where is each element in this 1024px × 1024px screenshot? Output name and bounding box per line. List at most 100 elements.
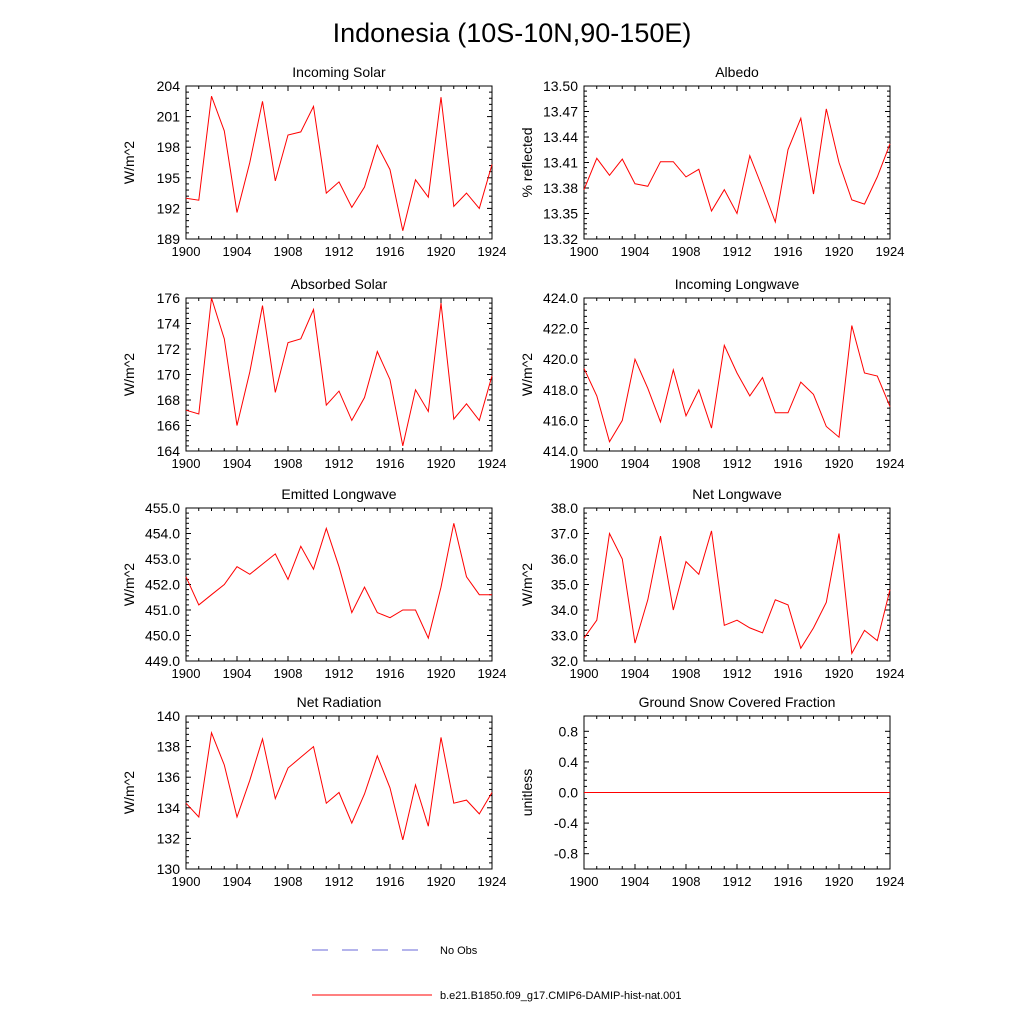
x-tick-label: 1908 — [672, 456, 701, 471]
x-tick-label: 1908 — [274, 666, 303, 681]
y-tick-label: 453.0 — [145, 551, 180, 567]
x-tick-label: 1916 — [376, 874, 405, 889]
x-tick-label: 1924 — [876, 456, 905, 471]
y-tick-label: 201 — [157, 109, 181, 125]
y-axis-label: W/m^2 — [121, 563, 137, 606]
x-tick-label: 1916 — [376, 666, 405, 681]
panel-albedo: Albedo % reflected 1900 1904 1908 1912 1916 192… — [519, 64, 904, 259]
y-tick-label: 414.0 — [543, 443, 578, 459]
y-tick-label: 0.4 — [559, 754, 579, 770]
panel-ground-snow-covered-fraction: Ground Snow Covered Fraction unitless 1900… — [519, 694, 904, 889]
y-tick-label: 198 — [157, 139, 181, 155]
x-tick-label: 1924 — [876, 666, 905, 681]
y-tick-label: 136 — [157, 769, 181, 785]
x-tick-label: 1900 — [172, 874, 201, 889]
series-line — [185, 297, 493, 447]
y-tick-label: 0.8 — [559, 723, 579, 739]
x-tick-label: 1924 — [478, 456, 507, 471]
y-tick-label: 451.0 — [145, 602, 180, 618]
x-tick-label: 1908 — [672, 666, 701, 681]
y-tick-label: 172 — [157, 341, 181, 357]
panel-title: Net Radiation — [297, 694, 382, 710]
y-tick-label: 204 — [157, 78, 181, 94]
panel-title: Absorbed Solar — [291, 276, 388, 292]
x-tick-label: 1916 — [376, 456, 405, 471]
y-tick-label: 13.44 — [543, 129, 578, 145]
y-axis-label: W/m^2 — [519, 353, 535, 396]
panel-title: Incoming Solar — [292, 64, 386, 80]
y-tick-label: 0.0 — [559, 785, 579, 801]
series-line — [583, 325, 891, 444]
y-tick-label: 32.0 — [551, 653, 578, 669]
y-tick-label: 424.0 — [543, 290, 578, 306]
y-tick-label: 13.32 — [543, 231, 578, 247]
x-tick-label: 1900 — [570, 456, 599, 471]
x-tick-label: 1904 — [621, 456, 650, 471]
x-tick-label: 1920 — [825, 874, 854, 889]
x-tick-label: 1920 — [825, 456, 854, 471]
series-line — [185, 730, 493, 841]
y-tick-label: 13.50 — [543, 78, 578, 94]
x-tick-label: 1912 — [723, 456, 752, 471]
x-tick-label: 1920 — [825, 666, 854, 681]
x-tick-label: 1916 — [774, 874, 803, 889]
x-tick-label: 1924 — [876, 874, 905, 889]
x-tick-label: 1920 — [427, 874, 456, 889]
y-tick-label: 450.0 — [145, 628, 180, 644]
series-line — [185, 96, 493, 231]
y-tick-label: 174 — [157, 316, 181, 332]
y-tick-label: 138 — [157, 739, 181, 755]
series-line — [583, 530, 891, 656]
figure-title: Indonesia (10S-10N,90-150E) — [333, 18, 692, 48]
plot-frame — [185, 297, 493, 452]
x-tick-label: 1912 — [325, 244, 354, 259]
x-tick-label: 1916 — [774, 666, 803, 681]
y-axis-label: W/m^2 — [121, 353, 137, 396]
series-line — [185, 523, 492, 640]
x-tick-label: 1904 — [621, 666, 650, 681]
y-tick-label: 170 — [157, 367, 181, 383]
panel-net-longwave: Net Longwave W/m^2 1900 1904 1908 1912 1916 192… — [519, 486, 904, 681]
x-tick-label: 1916 — [774, 244, 803, 259]
y-tick-label: 192 — [157, 200, 181, 216]
y-axis-label: W/m^2 — [121, 771, 137, 814]
x-tick-label: 1904 — [223, 666, 252, 681]
panels: Incoming Solar W/m^2 1900 1904 1908 1912 1916 1… — [121, 64, 904, 889]
y-tick-label: 13.47 — [543, 104, 578, 120]
x-tick-label: 1920 — [427, 666, 456, 681]
x-tick-label: 1900 — [570, 874, 599, 889]
y-tick-label: 134 — [157, 800, 181, 816]
y-tick-label: 34.0 — [551, 602, 578, 618]
y-tick-label: 168 — [157, 392, 181, 408]
x-tick-label: 1904 — [621, 874, 650, 889]
y-tick-label: 13.41 — [543, 155, 578, 171]
x-tick-label: 1912 — [723, 874, 752, 889]
x-tick-label: 1924 — [478, 666, 507, 681]
panel-title: Emitted Longwave — [281, 486, 396, 502]
plot-frame — [583, 297, 891, 452]
y-tick-label: 35.0 — [551, 577, 578, 593]
panel-incoming-longwave: Incoming Longwave W/m^2 1900 1904 1908 1912 19… — [519, 276, 904, 471]
x-tick-label: 1912 — [723, 666, 752, 681]
y-tick-label: 176 — [157, 290, 181, 306]
x-tick-label: 1916 — [376, 244, 405, 259]
y-tick-label: 166 — [157, 418, 181, 434]
x-tick-label: 1904 — [223, 456, 252, 471]
y-tick-label: 452.0 — [145, 577, 180, 593]
x-tick-label: 1900 — [570, 666, 599, 681]
y-axis-label: W/m^2 — [121, 141, 137, 184]
x-tick-label: 1916 — [774, 456, 803, 471]
panel-title: Albedo — [715, 64, 759, 80]
x-tick-label: 1908 — [672, 244, 701, 259]
x-tick-label: 1912 — [325, 874, 354, 889]
plot-frame — [583, 85, 891, 240]
x-tick-label: 1908 — [274, 244, 303, 259]
x-tick-label: 1924 — [478, 874, 507, 889]
y-tick-label: 189 — [157, 231, 181, 247]
y-axis-label: W/m^2 — [519, 563, 535, 606]
plot-frame — [185, 85, 493, 240]
plot-frame — [185, 507, 493, 662]
y-tick-label: 36.0 — [551, 551, 578, 567]
legend-label-model: b.e21.B1850.f09_g17.CMIP6-DAMIP-hist-nat… — [440, 990, 682, 1002]
x-tick-label: 1904 — [223, 244, 252, 259]
